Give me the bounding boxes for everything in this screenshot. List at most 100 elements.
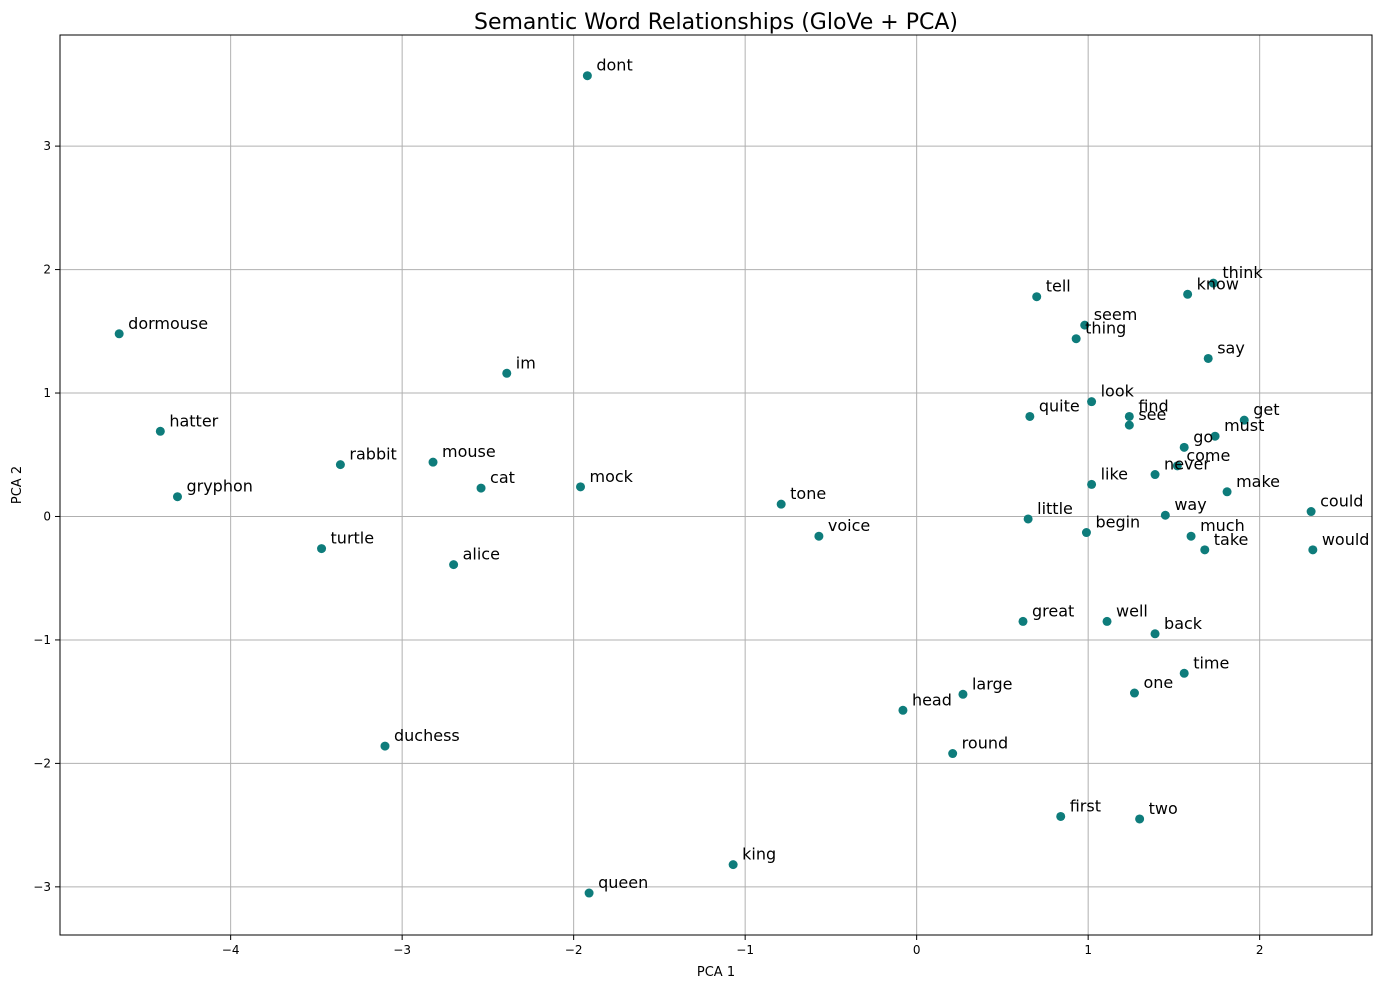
data-point-never (1150, 470, 1160, 480)
point-label-head: head (912, 690, 952, 709)
data-point-large (958, 689, 968, 699)
x-tick-label: 1 (1084, 943, 1092, 957)
y-axis-label: PCA 2 (10, 466, 25, 504)
data-point-take (1200, 545, 1210, 555)
point-label-dont: dont (596, 56, 632, 75)
data-point-back (1150, 629, 1160, 639)
data-point-round (948, 749, 958, 759)
data-point-much (1186, 531, 1196, 541)
point-label-mock: mock (590, 467, 634, 486)
data-point-dormouse (114, 329, 124, 339)
point-label-cat: cat (490, 468, 515, 487)
data-point-well (1102, 616, 1112, 626)
y-tick-label: 0 (43, 509, 51, 523)
y-tick-label: 2 (43, 263, 51, 277)
data-point-get (1239, 415, 1249, 425)
point-label-like: like (1101, 464, 1128, 483)
x-axis-label: PCA 1 (697, 965, 735, 980)
point-label-alice: alice (463, 545, 500, 564)
point-label-know: know (1197, 274, 1239, 293)
point-label-would: would (1322, 530, 1370, 549)
point-label-two: two (1149, 799, 1178, 818)
point-label-duchess: duchess (394, 726, 460, 745)
data-point-cat (476, 483, 486, 493)
data-point-like (1087, 479, 1097, 489)
data-point-would (1308, 545, 1318, 555)
plot-frame (59, 34, 1373, 936)
point-label-tone: tone (790, 484, 826, 503)
data-point-queen (584, 888, 594, 898)
y-tick-label: 3 (43, 139, 51, 153)
data-point-little (1023, 514, 1033, 524)
x-tick-label: −1 (736, 943, 754, 957)
chart-title: Semantic Word Relationships (GloVe + PCA… (474, 10, 958, 35)
data-point-head (898, 705, 908, 715)
data-point-must (1210, 431, 1220, 441)
point-label-mouse: mouse (442, 442, 496, 461)
point-label-back: back (1164, 614, 1203, 633)
data-point-two (1135, 814, 1145, 824)
point-label-hatter: hatter (169, 411, 218, 430)
point-label-look: look (1101, 382, 1135, 401)
y-tick-label: 1 (43, 386, 51, 400)
data-point-see (1124, 420, 1134, 430)
point-label-voice: voice (828, 516, 870, 535)
x-tick-label: 0 (913, 943, 921, 957)
data-point-could (1306, 507, 1316, 517)
data-point-king (728, 860, 738, 870)
data-point-quite (1025, 411, 1035, 421)
x-tick-label: 2 (1256, 943, 1264, 957)
point-label-time: time (1193, 653, 1229, 672)
point-label-large: large (972, 674, 1013, 693)
point-label-begin: begin (1095, 513, 1140, 532)
point-labels: dont dormouse hatter gryphon rabbit turtle mou… (128, 56, 1369, 892)
data-point-tone (776, 499, 786, 509)
point-label-say: say (1217, 338, 1245, 357)
point-label-well: well (1116, 601, 1148, 620)
point-label-much: much (1200, 516, 1245, 535)
data-point-find (1124, 411, 1134, 421)
point-label-im: im (516, 353, 536, 372)
data-point-time (1179, 668, 1189, 678)
point-label-first: first (1070, 796, 1101, 815)
data-point-first (1056, 811, 1066, 821)
data-point-mouse (428, 457, 438, 467)
point-label-round: round (962, 734, 1008, 753)
data-point-rabbit (335, 460, 345, 470)
point-label-way: way (1174, 495, 1206, 514)
point-label-one: one (1143, 673, 1173, 692)
data-point-great (1018, 616, 1028, 626)
data-point-im (502, 368, 512, 378)
data-point-dont (582, 71, 592, 81)
data-point-make (1222, 487, 1232, 497)
data-point-turtle (317, 544, 327, 554)
x-tick-label: −3 (393, 943, 411, 957)
point-label-little: little (1037, 499, 1073, 518)
data-point-come (1172, 461, 1182, 471)
point-label-quite: quite (1039, 396, 1080, 415)
data-point-think (1208, 278, 1218, 288)
data-point-go (1179, 442, 1189, 452)
data-point-alice (449, 560, 459, 570)
point-label-tell: tell (1046, 277, 1071, 296)
point-label-come: come (1186, 446, 1230, 465)
point-label-see: see (1138, 405, 1166, 424)
data-point-way (1160, 510, 1170, 520)
point-label-make: make (1236, 472, 1280, 491)
point-label-queen: queen (598, 873, 648, 892)
x-tick-label: −4 (222, 943, 240, 957)
point-label-dormouse: dormouse (128, 314, 208, 333)
data-point-one (1129, 688, 1139, 698)
point-label-turtle: turtle (331, 529, 375, 548)
data-point-gryphon (172, 492, 182, 502)
y-tick-label: −3 (33, 880, 51, 894)
x-tick-label: −2 (565, 943, 583, 957)
point-label-think: think (1222, 263, 1263, 282)
data-point-seem (1080, 320, 1090, 330)
y-tick-label: −1 (33, 633, 51, 647)
point-label-get: get (1253, 400, 1279, 419)
point-label-take: take (1214, 530, 1249, 549)
point-label-rabbit: rabbit (349, 445, 396, 464)
data-point-begin (1081, 528, 1091, 538)
